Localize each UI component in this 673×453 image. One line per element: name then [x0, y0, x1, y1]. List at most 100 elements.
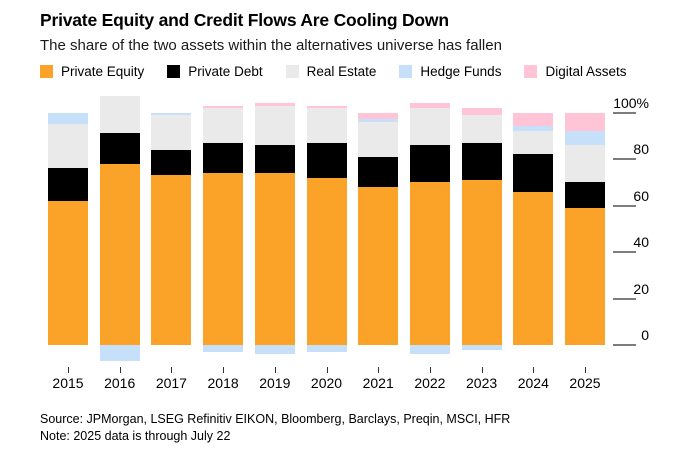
legend-label: Private Debt [188, 64, 263, 79]
y-tick-label-40: 40 [633, 234, 649, 250]
bar-segment-private-debt-2025 [565, 182, 605, 208]
bar-segment-real-estate-2019 [254, 105, 295, 146]
bar-segment-hedge-funds-2018 [203, 345, 244, 352]
bar-segment-hedge-funds-2021 [358, 119, 399, 122]
bar-segment-private-equity-2021 [358, 186, 399, 345]
bar-segment-private-debt-2022 [409, 145, 450, 183]
bar-segment-private-debt-2019 [254, 145, 295, 173]
x-tick-2017 [171, 367, 173, 373]
bar-segment-hedge-funds-2020 [306, 345, 347, 352]
bar-segment-hedge-funds-2016 [99, 345, 140, 362]
bar-segment-private-debt-2016 [99, 133, 140, 164]
legend-label: Hedge Funds [420, 64, 502, 79]
y-tick-label-0: 0 [641, 327, 649, 343]
bar-segment-real-estate-2022 [409, 107, 450, 146]
x-tick-2022 [429, 367, 431, 373]
bar-segment-private-debt-2015 [48, 168, 88, 201]
x-tick-label-2018: 2018 [207, 375, 239, 391]
bar-segment-digital-assets-2023 [461, 107, 502, 115]
bar-segment-hedge-funds-2019 [254, 345, 295, 355]
x-tick-2024 [533, 367, 535, 373]
legend-item-digital-assets: Digital Assets [524, 64, 627, 79]
bar-segment-private-equity-2019 [254, 172, 295, 345]
bar-segment-private-debt-2018 [203, 142, 244, 173]
bar-segment-hedge-funds-2025 [565, 131, 605, 146]
bar-segment-private-debt-2020 [306, 142, 347, 178]
y-tick-dash-20 [613, 297, 636, 300]
x-tick-label-2025: 2025 [569, 375, 601, 391]
legend-item-real-estate: Real Estate [285, 64, 377, 79]
bar-segment-private-debt-2021 [358, 156, 399, 187]
footer-source: Source: JPMorgan, LSEG Refinitiv EIKON, … [40, 412, 511, 426]
x-tick-2019 [274, 367, 276, 373]
bar-segment-private-equity-2024 [513, 191, 554, 345]
y-tick-label-60: 60 [633, 187, 649, 204]
x-tick-2015 [68, 367, 69, 373]
legend-swatch-private-equity [40, 65, 53, 78]
legend-item-private-equity: Private Equity [40, 64, 144, 79]
chart-title: Private Equity and Credit Flows Are Cool… [40, 10, 449, 30]
bar-segment-real-estate-2024 [513, 131, 554, 155]
y-tick-dash-80 [613, 158, 636, 160]
bar-segment-digital-assets-2020 [306, 105, 347, 108]
legend-swatch-hedge-funds [399, 65, 413, 78]
bar-segment-hedge-funds-2022 [409, 345, 450, 355]
y-tick-dash-40 [613, 251, 636, 253]
y-tick-dash-0 [613, 344, 636, 346]
x-tick-2020 [326, 367, 328, 373]
bar-segment-real-estate-2020 [306, 107, 347, 143]
x-tick-label-2024: 2024 [517, 375, 549, 391]
bar-segment-hedge-funds-2023 [461, 345, 502, 350]
bar-segment-private-equity-2020 [306, 177, 347, 345]
chart-subtitle: The share of the two assets within the a… [40, 37, 502, 54]
bar-segment-private-equity-2016 [99, 163, 140, 345]
y-tick-dash-100 [613, 111, 636, 114]
bar-segment-private-equity-2023 [461, 179, 502, 345]
x-tick-2021 [378, 367, 380, 373]
x-tick-label-2021: 2021 [362, 375, 394, 391]
bar-segment-private-equity-2015 [48, 200, 88, 345]
bar-segment-private-equity-2025 [565, 207, 605, 345]
legend-item-private-debt: Private Debt [167, 64, 263, 79]
bar-segment-private-equity-2022 [409, 182, 450, 345]
bar-segment-digital-assets-2018 [203, 105, 244, 108]
y-tick-label-20: 20 [633, 280, 649, 297]
legend-label: Digital Assets [545, 64, 627, 79]
bar-segment-hedge-funds-2024 [513, 126, 554, 132]
bar-segment-real-estate-2025 [565, 145, 605, 183]
bar-segment-private-equity-2017 [151, 175, 192, 345]
bar-segment-private-debt-2017 [151, 149, 192, 176]
bar-segment-digital-assets-2022 [409, 103, 450, 108]
bar-segment-real-estate-2021 [358, 121, 399, 157]
legend-swatch-private-debt [167, 65, 181, 78]
x-tick-label-2020: 2020 [310, 375, 343, 391]
y-tick-label-80: 80 [633, 141, 649, 157]
bar-segment-real-estate-2016 [99, 96, 140, 134]
bar-segment-digital-assets-2019 [254, 103, 295, 106]
bar-segment-real-estate-2015 [48, 124, 88, 169]
bar-segment-real-estate-2023 [461, 114, 502, 143]
x-tick-2025 [585, 367, 586, 373]
bar-segment-private-equity-2018 [203, 172, 244, 345]
x-tick-label-2022: 2022 [414, 375, 446, 391]
y-tick-dash-60 [613, 204, 636, 207]
x-tick-label-2015: 2015 [52, 375, 84, 391]
x-tick-label-2019: 2019 [259, 375, 291, 391]
x-tick-label-2023: 2023 [466, 375, 498, 391]
x-tick-2023 [481, 367, 483, 373]
x-tick-2018 [223, 367, 225, 373]
x-tick-label-2017: 2017 [155, 375, 187, 391]
x-tick-label-2016: 2016 [104, 375, 136, 391]
bar-segment-digital-assets-2024 [513, 112, 554, 127]
y-tick-label-100: 100% [613, 94, 649, 111]
x-tick-2016 [119, 367, 121, 373]
bar-segment-hedge-funds-2015 [48, 112, 88, 125]
legend-item-hedge-funds: Hedge Funds [399, 64, 501, 79]
legend-label: Real Estate [306, 64, 377, 79]
footer-note: Note: 2025 data is through July 22 [40, 429, 231, 443]
bar-segment-private-debt-2023 [461, 142, 502, 180]
legend-swatch-digital-assets [524, 65, 538, 78]
bar-segment-real-estate-2018 [203, 107, 244, 143]
bar-segment-private-debt-2024 [513, 154, 554, 192]
